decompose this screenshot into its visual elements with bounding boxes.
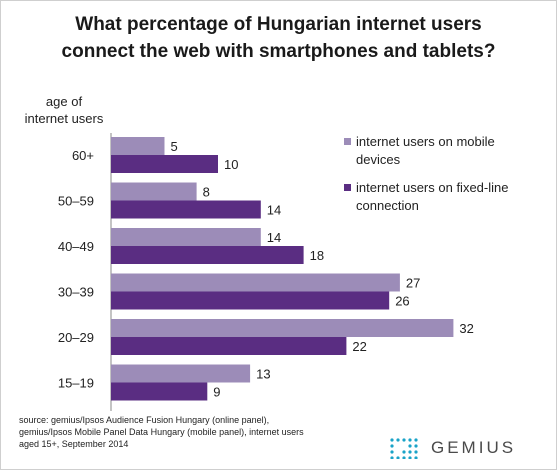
- legend-swatch-mobile: [344, 138, 351, 145]
- category-label: 15–19: [58, 376, 94, 391]
- bar-mobile: [111, 273, 400, 292]
- data-label: 26: [395, 294, 409, 309]
- gemius-dots-icon: [390, 438, 418, 460]
- source-line-2: gemius/Ipsos Mobile Panel Data Hungary (…: [19, 427, 304, 437]
- legend-label-mobile-line-2: devices: [356, 152, 401, 167]
- legend-swatch-fixed: [344, 184, 351, 191]
- axis-caption: age of internet users: [9, 93, 119, 127]
- bar-fixed: [111, 382, 208, 401]
- bar-fixed: [111, 246, 304, 264]
- data-label: 22: [352, 339, 366, 354]
- legend-label-mobile-line-1: internet users on mobile: [356, 134, 495, 149]
- data-label: 14: [267, 203, 281, 218]
- gemius-logo: GEMIUS: [389, 437, 549, 460]
- bar-mobile: [111, 137, 165, 155]
- bar-fixed: [111, 155, 218, 173]
- data-label: 13: [256, 367, 270, 382]
- bar-mobile: [111, 364, 251, 383]
- chart-title-line-2: connect the web with smartphones and tab…: [61, 41, 496, 62]
- legend-label-fixed-line-1: internet users on fixed-line: [356, 180, 509, 195]
- source-line-3: aged 15+, September 2014: [19, 439, 129, 449]
- chart-title-line-1: What percentage of Hungarian internet us…: [75, 14, 482, 35]
- bar-fixed: [111, 291, 390, 310]
- category-label: 50–59: [58, 194, 94, 209]
- bar-fixed: [111, 337, 347, 355]
- category-label: 40–49: [58, 239, 94, 254]
- category-label: 20–29: [58, 330, 94, 345]
- data-label: 32: [459, 321, 473, 336]
- bar-chart-plot: 60+ 5 10 50–59 8 14 40–49 14 18 30–39 27 26 20–29 32 2…: [58, 133, 474, 411]
- data-label: 10: [224, 157, 238, 172]
- axis-caption-line-1: age of: [45, 94, 83, 109]
- source-line-1: source: gemius/Ipsos Audience Fusion Hun…: [19, 415, 270, 425]
- category-label: 60+: [72, 148, 94, 163]
- source-note: source: gemius/Ipsos Audience Fusion Hun…: [19, 414, 359, 450]
- data-label: 5: [171, 139, 178, 154]
- category-label: 30–39: [58, 285, 94, 300]
- data-label: 8: [203, 185, 210, 200]
- bar-mobile: [111, 319, 454, 337]
- legend: internet users on mobile devices interne…: [344, 133, 549, 225]
- bar-fixed: [111, 200, 261, 219]
- data-label: 14: [267, 230, 281, 245]
- data-label: 9: [213, 385, 220, 400]
- data-label: 27: [406, 276, 420, 291]
- gemius-logo-text: GEMIUS: [431, 438, 517, 457]
- bar-mobile: [111, 182, 197, 201]
- legend-item-fixed: internet users on fixed-line connection: [344, 179, 549, 215]
- axis-caption-line-2: internet users: [24, 111, 104, 126]
- legend-item-mobile: internet users on mobile devices: [344, 133, 549, 169]
- bar-mobile: [111, 228, 261, 246]
- data-label: 18: [310, 248, 324, 263]
- legend-label-fixed-line-2: connection: [356, 198, 419, 213]
- chart-title: What percentage of Hungarian internet us…: [1, 11, 556, 65]
